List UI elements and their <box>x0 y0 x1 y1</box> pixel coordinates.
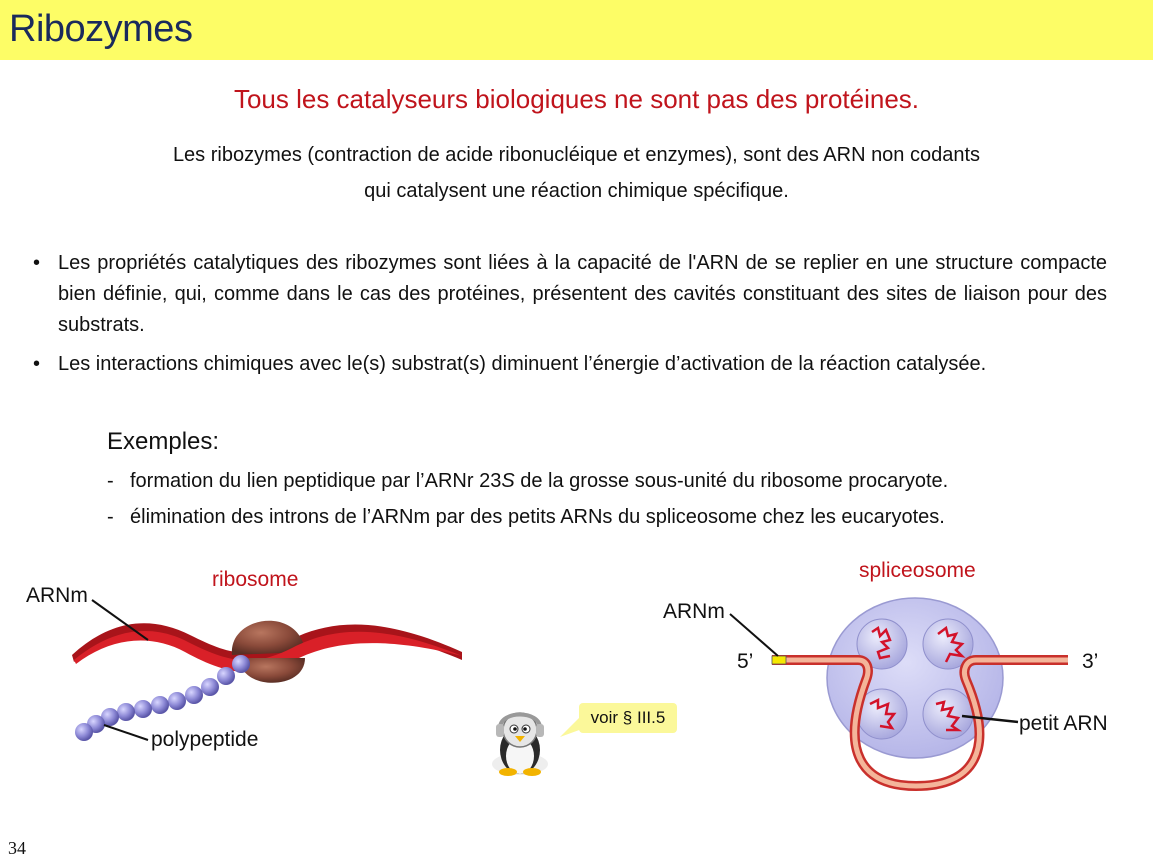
dash-marker: - <box>107 506 114 528</box>
example-text: élimination des introns de l’ARNm par de… <box>130 506 945 528</box>
example-text: de la grosse sous-unité du ribosome proc… <box>514 470 949 492</box>
ribosome-large-subunit <box>231 620 305 655</box>
callout-pointer <box>560 715 582 737</box>
examples-heading: Exemples: <box>107 428 220 455</box>
penguin-icon <box>492 712 548 776</box>
example-text: formation du lien peptidique par l’ARNr … <box>130 470 502 492</box>
ribosome-small-subunit <box>239 658 305 683</box>
spliceosome-title: spliceosome <box>859 559 976 582</box>
bullet-text: Les interactions chimiques avec le(s) su… <box>58 353 987 375</box>
bullet-marker: • <box>33 252 41 274</box>
polypeptide-chain <box>75 655 250 741</box>
bullet-item: • Les propriétés catalytiques des ribozy… <box>33 248 1107 341</box>
intro-line-2: qui catalysent une réaction chimique spé… <box>364 180 789 202</box>
three-prime-label: 3’ <box>1082 650 1099 673</box>
example-item: - formation du lien peptidique par l’ARNr… <box>107 470 948 493</box>
spliceosome-figure <box>729 597 1068 792</box>
example-italic: S <box>501 470 515 492</box>
see-section-callout: voir § III.5 <box>579 703 677 733</box>
five-prime-cap <box>771 655 787 665</box>
bullet-text: Les propriétés catalytiques des ribozyme… <box>58 252 1107 336</box>
small-rna-particles <box>856 618 974 740</box>
mrna-pointer-line <box>91 599 149 641</box>
bullet-list: • Les propriétés catalytiques des ribozy… <box>33 248 1107 388</box>
page-number: 34 <box>8 838 26 858</box>
five-prime-label: 5’ <box>737 650 754 673</box>
title-bar: Ribozymes <box>0 0 1153 60</box>
page-title: Ribozymes <box>9 8 193 50</box>
bullet-item: • Les interactions chimiques avec le(s) … <box>33 349 1107 380</box>
subtitle: Tous les catalyseurs biologiques ne sont… <box>233 84 920 114</box>
intro-line-1: Les ribozymes (contraction de acide ribo… <box>172 144 981 166</box>
polypeptide-label: polypeptide <box>151 728 259 751</box>
example-item: - élimination des introns de l’ARNm par d… <box>107 506 945 529</box>
mrna-pointer-line <box>729 613 779 657</box>
bullet-marker: • <box>33 353 41 375</box>
small-rna-label: petit ARN <box>1019 712 1108 735</box>
ribosome-figure <box>72 599 462 741</box>
dash-marker: - <box>107 470 114 492</box>
ribosome-title: ribosome <box>212 568 299 591</box>
mrna-ribbon-front <box>74 630 462 673</box>
polypeptide-pointer-line <box>103 724 149 741</box>
small-rna-pointer-line <box>961 714 1019 724</box>
mrna-label-left: ARNm <box>26 584 88 607</box>
mrna-label-right: ARNm <box>663 600 725 623</box>
